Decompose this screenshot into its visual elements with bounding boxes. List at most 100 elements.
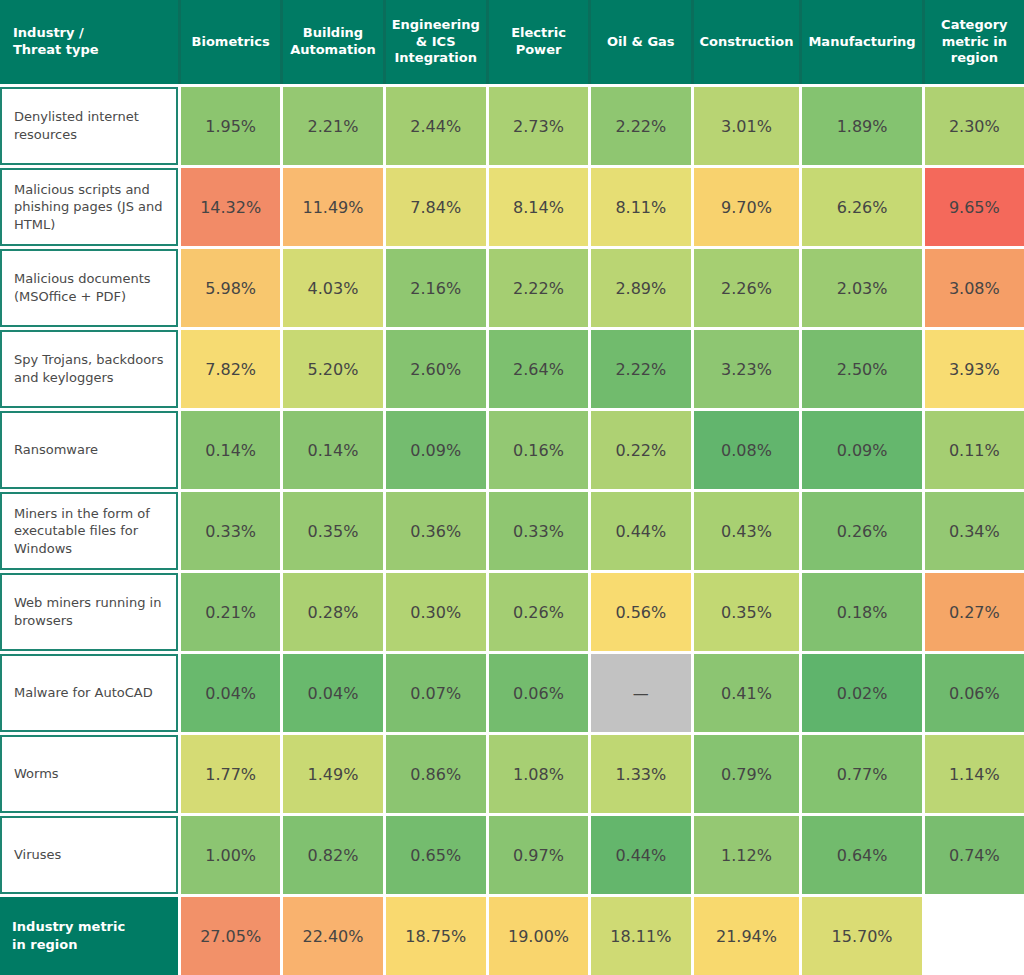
column-header-biometrics: Biometrics	[181, 0, 280, 84]
heatmap-cell: 5.98%	[181, 249, 280, 327]
heatmap-cell: 0.43%	[694, 492, 800, 570]
column-header-building-automation: Building Automation	[283, 0, 382, 84]
heatmap-cell: 1.95%	[181, 87, 280, 165]
heatmap-cell: 2.50%	[802, 330, 921, 408]
heatmap-cell: 9.70%	[694, 168, 800, 246]
heatmap-cell	[925, 897, 1024, 975]
heatmap-cell: 3.23%	[694, 330, 800, 408]
row-label: Malicious documents (MSOffice + PDF)	[0, 249, 178, 327]
threat-heatmap-table: Industry / Threat type Biometrics Buildi…	[0, 0, 1024, 975]
column-header-manufacturing: Manufacturing	[802, 0, 921, 84]
heatmap-cell: 0.27%	[925, 573, 1024, 651]
heatmap-cell: 4.03%	[283, 249, 382, 327]
heatmap-cell: 2.73%	[489, 87, 588, 165]
heatmap-cell: 0.97%	[489, 816, 588, 894]
heatmap-cell: 0.56%	[591, 573, 690, 651]
column-header-electric-power: Electric Power	[489, 0, 588, 84]
heatmap-cell: 15.70%	[802, 897, 921, 975]
heatmap-cell: 2.22%	[591, 87, 690, 165]
heatmap-cell: 0.77%	[802, 735, 921, 813]
row-label: Worms	[0, 735, 178, 813]
heatmap-cell: 0.33%	[181, 492, 280, 570]
heatmap-cell: 1.08%	[489, 735, 588, 813]
heatmap-cell: 0.65%	[386, 816, 486, 894]
heatmap-cell: 0.14%	[283, 411, 382, 489]
heatmap-cell: 22.40%	[283, 897, 382, 975]
heatmap-cell: 2.44%	[386, 87, 486, 165]
heatmap-cell: 2.16%	[386, 249, 486, 327]
heatmap-cell: 1.49%	[283, 735, 382, 813]
heatmap-cell: 7.82%	[181, 330, 280, 408]
heatmap-cell: 2.22%	[489, 249, 588, 327]
heatmap-cell: 0.18%	[802, 573, 921, 651]
heatmap-cell: 18.11%	[591, 897, 690, 975]
heatmap-cell: 3.08%	[925, 249, 1024, 327]
row-label: Spy Trojans, backdoors and keyloggers	[0, 330, 178, 408]
heatmap-cell: 2.21%	[283, 87, 382, 165]
heatmap-cell: 0.28%	[283, 573, 382, 651]
row-label: Malicious scripts and phishing pages (JS…	[0, 168, 178, 246]
heatmap-cell: 1.00%	[181, 816, 280, 894]
row-label: Viruses	[0, 816, 178, 894]
heatmap-cell: 0.02%	[802, 654, 921, 732]
heatmap-cell: 0.26%	[489, 573, 588, 651]
heatmap-cell: 0.04%	[181, 654, 280, 732]
heatmap-cell: 0.34%	[925, 492, 1024, 570]
heatmap-cell: 0.36%	[386, 492, 486, 570]
heatmap-cell: 1.14%	[925, 735, 1024, 813]
heatmap-cell: 0.09%	[386, 411, 486, 489]
heatmap-cell: 11.49%	[283, 168, 382, 246]
footer-row-label: Industry metric in region	[0, 897, 178, 975]
heatmap-cell: 0.82%	[283, 816, 382, 894]
heatmap-cell: 3.01%	[694, 87, 800, 165]
heatmap-cell: 9.65%	[925, 168, 1024, 246]
column-header-category-metric: Category metric in region	[925, 0, 1024, 84]
heatmap-cell: 0.09%	[802, 411, 921, 489]
heatmap-cell: 0.08%	[694, 411, 800, 489]
heatmap-cell: 21.94%	[694, 897, 800, 975]
heatmap-cell: 1.33%	[591, 735, 690, 813]
heatmap-cell: 0.74%	[925, 816, 1024, 894]
heatmap-cell: 2.22%	[591, 330, 690, 408]
heatmap-cell: 0.06%	[489, 654, 588, 732]
heatmap-cell: 0.44%	[591, 816, 690, 894]
heatmap-cell: 0.86%	[386, 735, 486, 813]
heatmap-cell: 0.26%	[802, 492, 921, 570]
heatmap-cell: 2.89%	[591, 249, 690, 327]
heatmap-cell: 0.35%	[283, 492, 382, 570]
heatmap-cell: 8.14%	[489, 168, 588, 246]
column-header-oil-gas: Oil & Gas	[591, 0, 690, 84]
heatmap-cell: 0.33%	[489, 492, 588, 570]
heatmap-cell: 0.14%	[181, 411, 280, 489]
heatmap-cell: 14.32%	[181, 168, 280, 246]
column-header-engineering-ics: Engineering & ICS Integration	[386, 0, 486, 84]
heatmap-cell: 3.93%	[925, 330, 1024, 408]
heatmap-cell: 0.21%	[181, 573, 280, 651]
heatmap-cell: 2.03%	[802, 249, 921, 327]
heatmap-cell: 0.44%	[591, 492, 690, 570]
heatmap-cell: 2.60%	[386, 330, 486, 408]
heatmap-cell: 18.75%	[386, 897, 486, 975]
heatmap-cell: 5.20%	[283, 330, 382, 408]
heatmap-cell: 0.79%	[694, 735, 800, 813]
heatmap-cell: 7.84%	[386, 168, 486, 246]
heatmap-cell: 1.12%	[694, 816, 800, 894]
corner-header: Industry / Threat type	[0, 0, 178, 84]
heatmap-cell: 0.16%	[489, 411, 588, 489]
heatmap-cell: 0.30%	[386, 573, 486, 651]
row-label: Web miners running in browsers	[0, 573, 178, 651]
heatmap-cell: 8.11%	[591, 168, 690, 246]
heatmap-cell: 2.26%	[694, 249, 800, 327]
column-header-construction: Construction	[694, 0, 800, 84]
heatmap-cell: 19.00%	[489, 897, 588, 975]
row-label: Malware for AutoCAD	[0, 654, 178, 732]
heatmap-cell: 1.77%	[181, 735, 280, 813]
row-label: Ransomware	[0, 411, 178, 489]
heatmap-cell: 0.04%	[283, 654, 382, 732]
row-label: Miners in the form of executable files f…	[0, 492, 178, 570]
heatmap-cell: 0.11%	[925, 411, 1024, 489]
heatmap-cell: 27.05%	[181, 897, 280, 975]
heatmap-cell: 2.64%	[489, 330, 588, 408]
heatmap-cell: —	[591, 654, 690, 732]
heatmap-cell: 0.06%	[925, 654, 1024, 732]
